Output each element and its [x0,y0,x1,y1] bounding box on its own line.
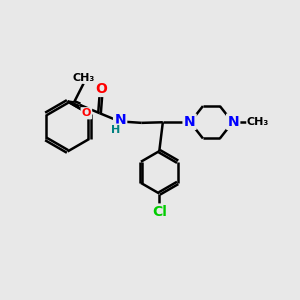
Text: O: O [82,108,91,118]
Text: N: N [227,115,239,129]
Text: N: N [184,115,195,129]
Text: H: H [110,124,120,135]
Text: O: O [95,82,107,96]
Text: CH₃: CH₃ [247,117,269,127]
Text: Cl: Cl [152,205,167,219]
Text: CH₃: CH₃ [72,73,95,83]
Text: N: N [114,113,126,127]
